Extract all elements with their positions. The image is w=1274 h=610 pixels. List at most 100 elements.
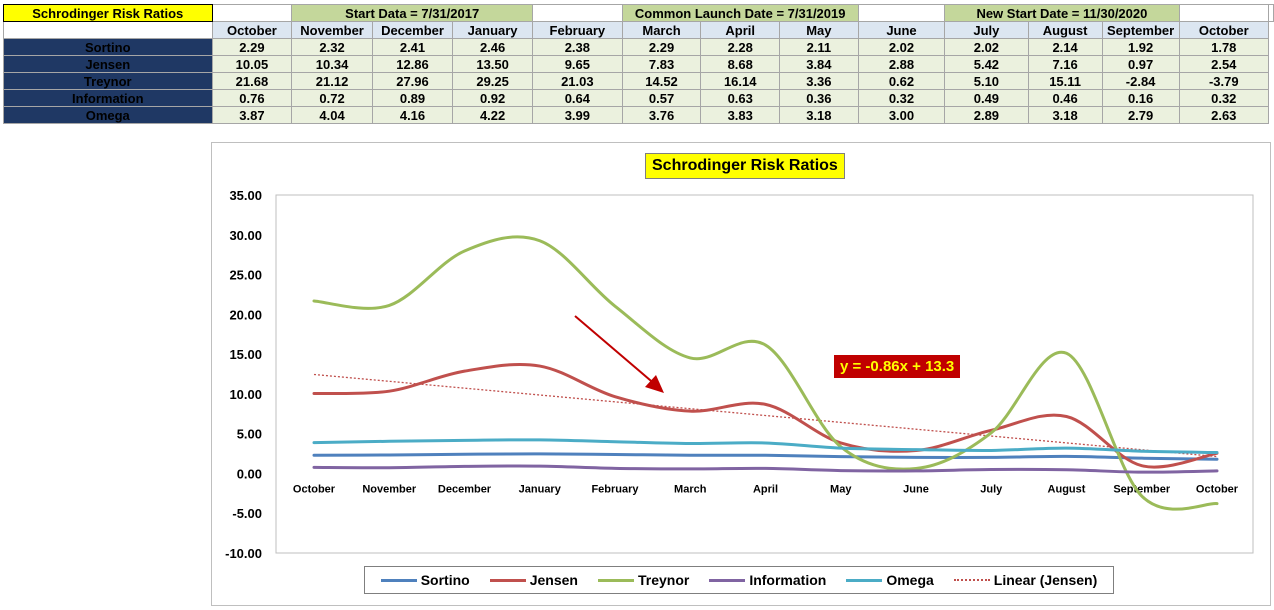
date-band-cell[interactable]: Start Data = 7/31/2017 <box>291 4 534 22</box>
value-cell[interactable]: 0.92 <box>452 89 534 107</box>
value-cell[interactable]: 21.03 <box>532 72 623 90</box>
value-cell[interactable]: 9.65 <box>532 55 623 73</box>
value-cell[interactable]: 7.16 <box>1027 55 1103 73</box>
value-cell[interactable]: 2.29 <box>211 38 293 56</box>
date-band-cell[interactable]: Common Launch Date = 7/31/2019 <box>621 4 859 22</box>
month-header-cell[interactable]: September <box>1101 21 1180 39</box>
value-cell[interactable]: 3.00 <box>857 106 946 124</box>
value-cell[interactable]: 0.46 <box>1027 89 1103 107</box>
value-cell[interactable]: 4.04 <box>291 106 373 124</box>
row-label-cell[interactable]: Information <box>3 89 213 107</box>
value-cell[interactable]: 7.83 <box>621 55 702 73</box>
value-cell[interactable]: 3.84 <box>779 55 859 73</box>
empty-cell[interactable] <box>211 4 293 22</box>
value-cell[interactable]: 4.22 <box>452 106 534 124</box>
value-cell[interactable]: -3.79 <box>1178 72 1270 90</box>
empty-cell[interactable] <box>1178 4 1270 22</box>
sheet-title-cell[interactable]: Schrodinger Risk Ratios <box>3 4 213 22</box>
value-cell[interactable]: 3.76 <box>621 106 702 124</box>
value-cell[interactable]: 1.78 <box>1178 38 1270 56</box>
value-cell[interactable]: 2.32 <box>291 38 373 56</box>
value-cell[interactable]: 2.88 <box>857 55 946 73</box>
value-cell[interactable]: 2.14 <box>1027 38 1103 56</box>
value-cell[interactable]: 3.99 <box>532 106 623 124</box>
value-cell[interactable]: 2.54 <box>1178 55 1270 73</box>
value-cell[interactable]: 0.72 <box>291 89 373 107</box>
value-cell[interactable]: 0.64 <box>532 89 623 107</box>
legend-label: Treynor <box>637 572 690 588</box>
legend-swatch <box>380 578 417 582</box>
month-header-cell[interactable]: October <box>211 21 293 39</box>
value-cell[interactable]: 21.68 <box>211 72 293 90</box>
row-label-cell[interactable]: Jensen <box>3 55 213 73</box>
value-cell[interactable]: 2.38 <box>532 38 623 56</box>
empty-cell[interactable] <box>1268 4 1274 22</box>
value-cell[interactable]: 21.12 <box>291 72 373 90</box>
empty-cell[interactable] <box>857 4 946 22</box>
table-row: Treynor 21.68 21.12 27.96 29.25 21.03 14.52 16.… <box>3 72 1274 90</box>
value-cell[interactable]: 0.76 <box>211 89 293 107</box>
value-cell[interactable]: 0.16 <box>1101 89 1180 107</box>
month-header-cell[interactable]: October <box>1178 21 1270 39</box>
line-chart[interactable]: 35.00 30.00 25.00 20.00 15.00 10.00 5.00 0.00 -5… <box>211 142 1271 606</box>
value-cell[interactable]: -2.84 <box>1101 72 1180 90</box>
month-header-cell[interactable]: June <box>857 21 946 39</box>
month-header-cell[interactable]: May <box>779 21 859 39</box>
x-tick-label: February <box>591 483 639 495</box>
value-cell[interactable]: 0.57 <box>621 89 702 107</box>
value-cell[interactable]: 2.28 <box>700 38 781 56</box>
value-cell[interactable]: 3.18 <box>779 106 859 124</box>
value-cell[interactable]: 2.02 <box>944 38 1029 56</box>
value-cell[interactable]: 2.11 <box>779 38 859 56</box>
value-cell[interactable]: 2.02 <box>857 38 946 56</box>
value-cell[interactable]: 0.32 <box>857 89 946 107</box>
value-cell[interactable]: 1.92 <box>1101 38 1180 56</box>
value-cell[interactable]: 3.87 <box>211 106 293 124</box>
row-label-cell[interactable]: Omega <box>3 106 213 124</box>
value-cell[interactable]: 2.41 <box>371 38 454 56</box>
month-header-cell[interactable]: January <box>452 21 534 39</box>
value-cell[interactable]: 0.32 <box>1178 89 1270 107</box>
month-header-cell[interactable]: December <box>371 21 454 39</box>
empty-cell[interactable] <box>3 21 213 39</box>
value-cell[interactable]: 3.36 <box>779 72 859 90</box>
month-header-cell[interactable]: February <box>532 21 623 39</box>
value-cell[interactable]: 0.49 <box>944 89 1029 107</box>
value-cell[interactable]: 0.63 <box>700 89 781 107</box>
value-cell[interactable]: 5.10 <box>944 72 1029 90</box>
value-cell[interactable]: 2.46 <box>452 38 534 56</box>
value-cell[interactable]: 27.96 <box>371 72 454 90</box>
value-cell[interactable]: 10.34 <box>291 55 373 73</box>
month-header-cell[interactable]: July <box>944 21 1029 39</box>
value-cell[interactable]: 13.50 <box>452 55 534 73</box>
value-cell[interactable]: 10.05 <box>211 55 293 73</box>
value-cell[interactable]: 2.79 <box>1101 106 1180 124</box>
x-tick-label: January <box>519 483 562 495</box>
value-cell[interactable]: 5.42 <box>944 55 1029 73</box>
value-cell[interactable]: 15.11 <box>1027 72 1103 90</box>
value-cell[interactable]: 2.63 <box>1178 106 1270 124</box>
empty-cell[interactable] <box>532 4 623 22</box>
value-cell[interactable]: 14.52 <box>621 72 702 90</box>
value-cell[interactable]: 0.89 <box>371 89 454 107</box>
row-label-cell[interactable]: Sortino <box>3 38 213 56</box>
month-header-cell[interactable]: March <box>621 21 702 39</box>
month-header-cell[interactable]: April <box>700 21 781 39</box>
date-band-cell[interactable]: New Start Date = 11/30/2020 <box>944 4 1180 22</box>
value-cell[interactable]: 3.18 <box>1027 106 1103 124</box>
value-cell[interactable]: 0.36 <box>779 89 859 107</box>
value-cell[interactable]: 8.68 <box>700 55 781 73</box>
value-cell[interactable]: 16.14 <box>700 72 781 90</box>
value-cell[interactable]: 3.83 <box>700 106 781 124</box>
value-cell[interactable]: 4.16 <box>371 106 454 124</box>
month-header-cell[interactable]: November <box>291 21 373 39</box>
value-cell[interactable]: 2.29 <box>621 38 702 56</box>
month-header-cell[interactable]: August <box>1027 21 1103 39</box>
value-cell[interactable]: 29.25 <box>452 72 534 90</box>
value-cell[interactable]: 0.62 <box>857 72 946 90</box>
row-label-cell[interactable]: Treynor <box>3 72 213 90</box>
value-cell[interactable]: 0.97 <box>1101 55 1180 73</box>
value-cell[interactable]: 2.89 <box>944 106 1029 124</box>
value-cell[interactable]: 12.86 <box>371 55 454 73</box>
series-line-information <box>312 464 1219 474</box>
